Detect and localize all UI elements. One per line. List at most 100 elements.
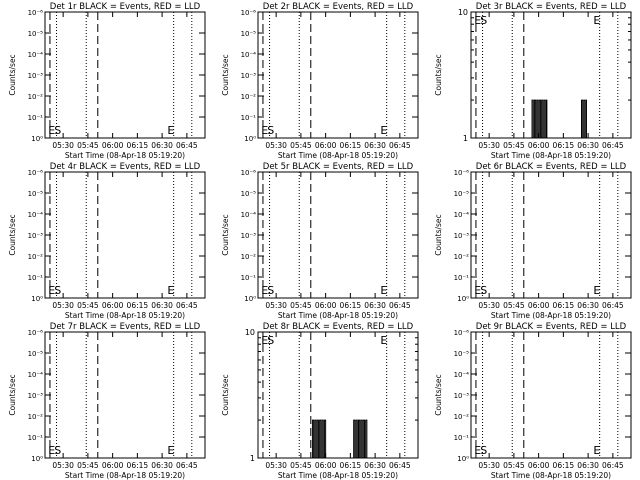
chart-title: Det 2r BLACK = Events, RED = LLD (263, 2, 414, 12)
x-axis-label: Start Time (08-Apr-18 05:19:20) (491, 151, 611, 160)
chart-title: Det 4r BLACK = Events, RED = LLD (50, 162, 201, 172)
plot-frame (470, 11, 632, 139)
x-tick-label: 06:00 (315, 301, 337, 310)
x-tick-label: 06:45 (602, 461, 624, 470)
x-tick-label: 05:30 (52, 141, 74, 150)
x-tick-label: 06:30 (151, 461, 173, 470)
y-tick-label: 10 (245, 328, 255, 337)
y-tick-label: 10⁻⁶ (28, 329, 44, 337)
event-marker-s: S (480, 14, 487, 27)
chart-title: Det 8r BLACK = Events, RED = LLD (263, 322, 414, 332)
x-tick-label: 05:45 (290, 461, 312, 470)
x-tick-label: 06:00 (315, 461, 337, 470)
event-marker-e: E (48, 444, 55, 457)
y-tick-label: 10⁻³ (241, 72, 257, 80)
event-marker-e: E (474, 284, 481, 297)
y-tick-label: 10⁰ (457, 455, 469, 463)
series-line (581, 99, 587, 139)
x-tick-label: 05:45 (503, 141, 525, 150)
plot-frame (44, 331, 206, 459)
y-tick-label: 10⁻¹ (454, 434, 470, 442)
plot-frame (44, 171, 206, 299)
chart-title: Det 5r BLACK = Events, RED = LLD (263, 162, 414, 172)
y-tick-label: 10⁻³ (454, 392, 470, 400)
event-marker-e: E (380, 334, 387, 347)
chart-panel-6: Det 6r BLACK = Events, RED = LLD 10⁰ 10⁻¹ 1… (434, 162, 632, 320)
x-tick-label: 06:15 (127, 141, 149, 150)
y-axis-label: Counts/sec (434, 54, 443, 95)
y-axis-label: Counts/sec (8, 374, 17, 415)
event-marker-e: E (167, 284, 174, 297)
y-tick-label: 10⁻¹ (241, 274, 257, 282)
x-tick-label: 06:30 (151, 141, 173, 150)
y-tick-label: 10⁰ (31, 135, 43, 143)
x-tick-label: 06:00 (102, 461, 124, 470)
y-axis-label: Counts/sec (434, 214, 443, 255)
chart-panel-8: Det 8r BLACK = Events, RED = LLD 1 10 05:30… (221, 322, 419, 480)
y-tick-label: 10⁻¹ (28, 434, 44, 442)
chart-panel-7: Det 7r BLACK = Events, RED = LLD 10⁰ 10⁻¹ 1… (8, 322, 206, 480)
plot-frame (470, 171, 632, 299)
y-axis-label: Counts/sec (8, 54, 17, 95)
x-tick-label: 06:45 (389, 301, 411, 310)
x-tick-label: 06:30 (577, 461, 599, 470)
plot-frame (44, 11, 206, 139)
x-axis-label: Start Time (08-Apr-18 05:19:20) (65, 471, 185, 480)
y-tick-label: 10⁻³ (28, 72, 44, 80)
x-tick-label: 06:15 (127, 301, 149, 310)
event-marker-e: E (167, 444, 174, 457)
x-tick-label: 06:30 (577, 141, 599, 150)
x-tick-label: 05:45 (290, 301, 312, 310)
event-marker-s: S (267, 284, 274, 297)
x-tick-label: 05:45 (77, 301, 99, 310)
x-tick-label: 05:30 (478, 301, 500, 310)
event-marker-e: E (48, 124, 55, 137)
y-tick-label: 10⁻⁵ (454, 190, 470, 198)
x-tick-label: 06:30 (151, 301, 173, 310)
x-axis-label: Start Time (08-Apr-18 05:19:20) (278, 151, 398, 160)
x-tick-label: 05:45 (503, 301, 525, 310)
x-tick-label: 06:00 (102, 141, 124, 150)
y-tick-label: 10⁻⁶ (28, 169, 44, 177)
x-axis-label: Start Time (08-Apr-18 05:19:20) (65, 311, 185, 320)
y-tick-label: 10⁻⁶ (241, 169, 257, 177)
x-tick-label: 06:15 (553, 301, 575, 310)
y-tick-label: 10⁻² (28, 413, 44, 421)
y-axis-label: Counts/sec (221, 54, 230, 95)
y-tick-label: 10⁻⁴ (28, 211, 44, 219)
x-tick-label: 06:45 (602, 141, 624, 150)
y-tick-label: 10⁻⁵ (241, 190, 257, 198)
chart-panel-4: Det 4r BLACK = Events, RED = LLD 10⁰ 10⁻¹ 1… (8, 162, 206, 320)
y-tick-label: 10⁻³ (454, 232, 470, 240)
x-tick-label: 06:00 (528, 301, 550, 310)
y-tick-label: 10⁻⁵ (28, 30, 44, 38)
x-tick-label: 05:30 (478, 141, 500, 150)
y-tick-label: 10⁻⁶ (28, 9, 44, 17)
x-tick-label: 06:45 (389, 141, 411, 150)
event-marker-e: E (593, 444, 600, 457)
event-marker-s: S (267, 334, 274, 347)
event-marker-e: E (593, 284, 600, 297)
x-tick-label: 06:45 (389, 461, 411, 470)
x-tick-label: 05:45 (290, 141, 312, 150)
y-tick-label: 10⁻² (241, 93, 257, 101)
y-tick-label: 10⁻⁴ (454, 211, 470, 219)
event-marker-s: S (480, 444, 487, 457)
plot-frame (257, 11, 419, 139)
y-tick-label: 10⁻⁶ (454, 169, 470, 177)
event-marker-e: E (593, 14, 600, 27)
chart-title: Det 7r BLACK = Events, RED = LLD (50, 322, 201, 332)
x-tick-label: 06:30 (577, 301, 599, 310)
y-tick-label: 10⁻¹ (454, 274, 470, 282)
x-tick-label: 06:15 (127, 461, 149, 470)
y-tick-label: 10⁻⁴ (28, 51, 44, 59)
event-marker-e: E (261, 124, 268, 137)
y-tick-label: 10⁻² (28, 253, 44, 261)
x-tick-label: 05:45 (503, 461, 525, 470)
x-tick-label: 05:30 (478, 461, 500, 470)
event-marker-s: S (54, 284, 61, 297)
y-axis-label: Counts/sec (434, 374, 443, 415)
chart-title: Det 1r BLACK = Events, RED = LLD (50, 2, 201, 12)
y-tick-label: 10⁻⁴ (241, 211, 257, 219)
y-tick-label: 10⁻⁶ (454, 329, 470, 337)
